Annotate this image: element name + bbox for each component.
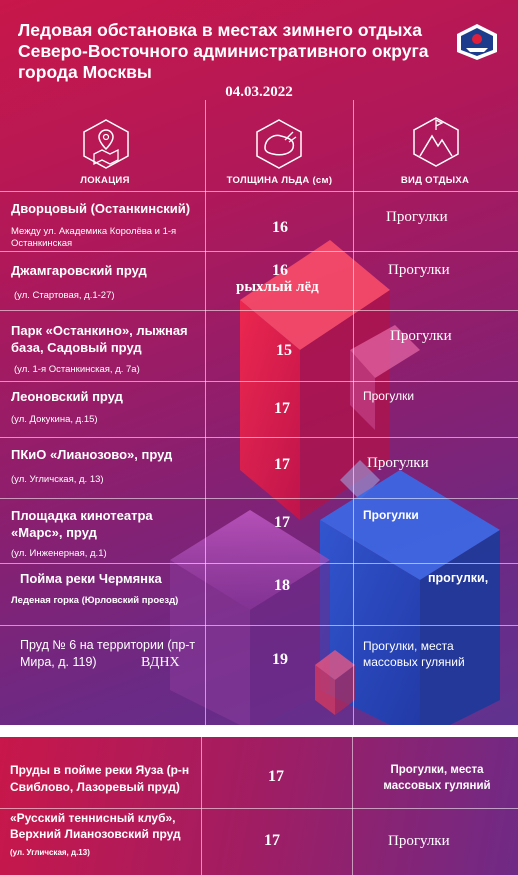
ice-thickness: 15 [276, 342, 292, 359]
location-address: Между ул. Академика Королёва и 1-я Остан… [11, 226, 177, 249]
ice-hole-icon [256, 119, 302, 169]
location-address: (ул. Докукина, д.15) [11, 414, 98, 425]
row-divider [0, 191, 518, 192]
column-header-location: ЛОКАЦИЯ [80, 175, 130, 186]
activity-type: Прогулки [386, 209, 448, 225]
column-divider [201, 737, 202, 875]
ice-thickness: 16 [272, 219, 288, 236]
ice-thickness: 17 [274, 514, 290, 531]
ice-thickness: 17 [274, 400, 290, 417]
map-pin-icon [83, 119, 129, 169]
row-divider [0, 625, 518, 626]
location-address: (ул. Угличская, д. 13) [11, 474, 104, 485]
location-name: «Русский теннисный клуб», Верхний Лианоз… [10, 811, 181, 841]
location-name: Джамгаровский пруд [11, 263, 147, 278]
activity-type: Прогулки [363, 508, 419, 522]
location-name: Парк «Останкино», лыжная база, Садовый п… [11, 323, 188, 355]
location-address: (ул. Угличская, д.13) [10, 848, 90, 857]
ice-thickness: 16 [272, 262, 288, 279]
row-divider [0, 251, 518, 252]
ice-thickness: 19 [272, 651, 288, 668]
column-divider [352, 737, 353, 875]
column-divider [353, 100, 354, 725]
location-name: Леоновский пруд [11, 389, 123, 404]
mountain-flag-icon [413, 117, 459, 167]
column-header-thickness: ТОЛЩИНА ЛЬДА (см) [226, 175, 333, 186]
location-name: Дворцовый (Останкинский) [11, 201, 191, 216]
activity-type: Прогулки [390, 328, 452, 344]
row-divider [0, 437, 518, 438]
report-date: 04.03.2022 [225, 84, 293, 100]
page-title: Ледовая обстановка в местах зимнего отды… [18, 20, 429, 82]
activity-type: прогулки, [428, 571, 489, 585]
location-name: Пойма реки Чермянка [20, 571, 162, 586]
activity-type: Прогулки, места массовых гуляний [363, 639, 465, 669]
activity-type: Прогулки [388, 833, 450, 849]
location-name-extra: ВДНХ [141, 655, 180, 670]
table-continuation [0, 737, 518, 875]
column-header-activity: ВИД ОТДЫХА [400, 175, 470, 186]
location-name: Пруды в пойме реки Яуза (р-н Свиблово, Л… [10, 763, 190, 794]
activity-type: Прогулки [367, 455, 429, 471]
location-name: ПКиО «Лианозово», пруд [11, 447, 173, 462]
row-divider [0, 808, 518, 809]
row-divider [0, 310, 518, 311]
ice-condition-note: рыхлый лёд [236, 279, 319, 295]
activity-type: Прогулки [363, 389, 415, 403]
location-name: Пруд № 6 на территории (пр-т Мира, д. 11… [20, 638, 196, 669]
section-separator [0, 725, 518, 737]
ice-thickness: 17 [268, 768, 284, 785]
column-divider [205, 100, 206, 725]
header: Ледовая обстановка в местах зимнего отды… [0, 0, 518, 100]
location-address: (ул. Инженерная, д.1) [11, 548, 107, 559]
row-divider [0, 381, 518, 382]
ice-thickness: 17 [274, 456, 290, 473]
location-address: (ул. 1-я Останкинская, д. 7а) [14, 364, 140, 375]
activity-type: Прогулки, места массовых гуляний [383, 764, 491, 792]
sled-emblem-icon [457, 24, 497, 60]
location-name: Площадка кинотеатра «Марс», пруд [11, 508, 153, 540]
location-address: Леденая горка (Юрловский проезд) [11, 595, 179, 606]
row-divider [0, 563, 518, 564]
row-divider [0, 498, 518, 499]
activity-type: Прогулки [388, 262, 450, 278]
ice-thickness: 17 [264, 832, 280, 849]
ice-thickness: 18 [274, 577, 290, 594]
location-address: (ул. Стартовая, д.1-27) [14, 290, 115, 301]
